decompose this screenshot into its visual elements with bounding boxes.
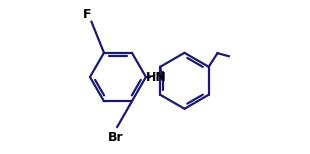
Text: Br: Br (108, 131, 123, 144)
Text: HN: HN (145, 71, 166, 83)
Text: F: F (82, 8, 91, 21)
